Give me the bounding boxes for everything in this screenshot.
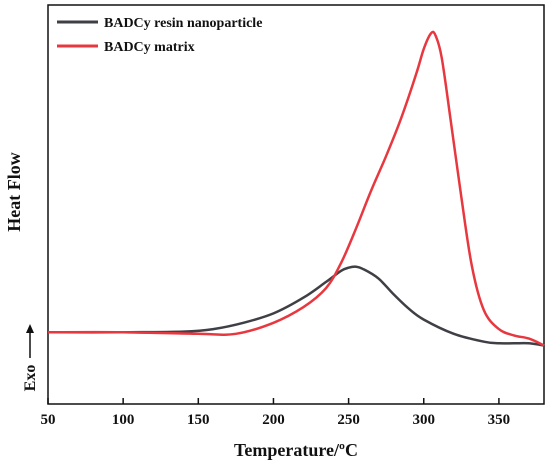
legend-label-nanoparticle: BADCy resin nanoparticle [104,16,262,31]
exo-arrow-head-icon [26,324,34,333]
x-tick-label: 350 [488,412,511,428]
x-axis-title: Temperature/ºC [234,440,358,460]
x-tick-label: 50 [41,412,56,428]
series-line-nanoparticle [47,265,545,347]
legend: BADCy resin nanoparticle BADCy matrix [57,16,262,55]
x-tick-label: 200 [262,412,285,428]
x-axis-ticks: 50 100 150 200 250 300 350 [41,398,511,428]
x-tick-label: 100 [112,412,135,428]
series-layer [47,30,545,347]
exo-label: Exo [22,365,39,392]
exo-annotation: Exo [22,324,39,391]
plot-frame [47,4,545,405]
legend-label-matrix: BADCy matrix [104,40,195,55]
series-line-matrix [47,30,545,347]
x-tick-label: 250 [337,412,360,428]
x-tick-label: 300 [413,412,436,428]
x-tick-label: 150 [187,412,210,428]
y-axis-title: Heat Flow [4,152,24,231]
